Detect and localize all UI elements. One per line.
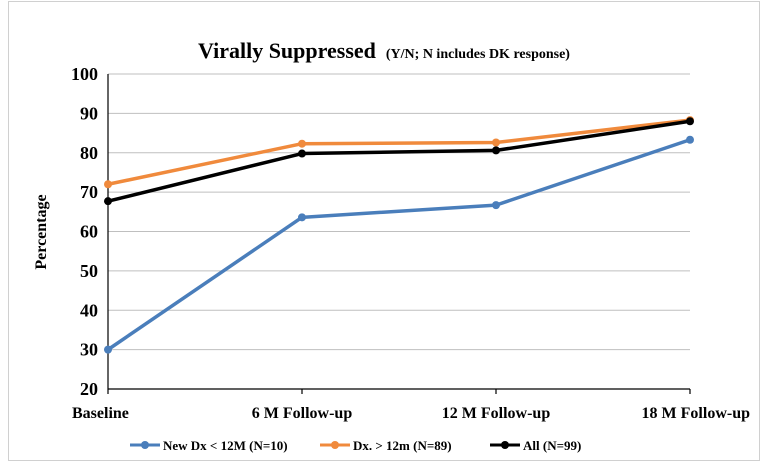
legend-label: Dx. > 12m (N=89) xyxy=(353,438,452,453)
data-point xyxy=(686,117,694,126)
chart-subtitle: (Y/N; N includes DK response) xyxy=(386,47,570,62)
legend-label: All (N=99) xyxy=(523,438,581,453)
axes xyxy=(107,74,691,394)
x-tick-labels: Baseline 6 M Follow-up 12 M Follow-up 18 M … xyxy=(72,405,750,422)
series-lines xyxy=(104,116,694,354)
x-tick-label: 6 M Follow-up xyxy=(252,405,353,422)
series-line xyxy=(107,118,691,186)
data-point xyxy=(298,139,306,148)
chart-title: Virally Suppressed xyxy=(198,38,376,63)
y-axis-label: Percentage xyxy=(33,194,50,269)
data-point xyxy=(686,135,694,144)
data-point xyxy=(492,201,500,210)
x-tick-label: Baseline xyxy=(72,405,129,422)
legend-item: Dx. > 12m (N=89) xyxy=(320,438,452,453)
legend-label: New Dx < 12M (N=10) xyxy=(163,438,288,453)
legend: New Dx < 12M (N=10) Dx. > 12m (N=89) All (… xyxy=(130,438,581,453)
y-tick-label: 80 xyxy=(80,143,98,163)
series-3 xyxy=(104,117,694,206)
series-line xyxy=(107,138,691,352)
x-tick-label: 12 M Follow-up xyxy=(442,405,551,422)
data-point xyxy=(492,138,500,147)
legend-item: All (N=99) xyxy=(490,438,581,453)
chart-title-group: Virally Suppressed (Y/N; N includes DK r… xyxy=(198,38,570,63)
y-tick-label: 20 xyxy=(80,379,98,399)
y-tick-label: 50 xyxy=(80,261,98,281)
y-tick-label: 90 xyxy=(80,103,98,123)
data-point xyxy=(298,213,306,222)
data-point xyxy=(298,149,306,158)
data-point xyxy=(104,180,112,189)
data-point xyxy=(104,345,112,354)
legend-swatch-marker xyxy=(331,441,339,449)
series-1 xyxy=(104,135,694,354)
y-tick-labels: 20 30 40 50 60 70 80 90 100 xyxy=(71,64,98,399)
legend-swatch-marker xyxy=(141,441,149,449)
data-point xyxy=(492,146,500,155)
legend-item: New Dx < 12M (N=10) xyxy=(130,438,288,453)
legend-swatch-marker xyxy=(501,441,509,449)
y-tick-label: 30 xyxy=(80,340,98,360)
y-tick-label: 40 xyxy=(80,300,98,320)
x-tick-label: 18 M Follow-up xyxy=(642,405,751,422)
y-tick-label: 70 xyxy=(80,182,98,202)
series-line xyxy=(107,119,691,203)
y-tick-label: 60 xyxy=(80,222,98,242)
data-point xyxy=(104,197,112,206)
y-tick-label: 100 xyxy=(71,64,98,84)
